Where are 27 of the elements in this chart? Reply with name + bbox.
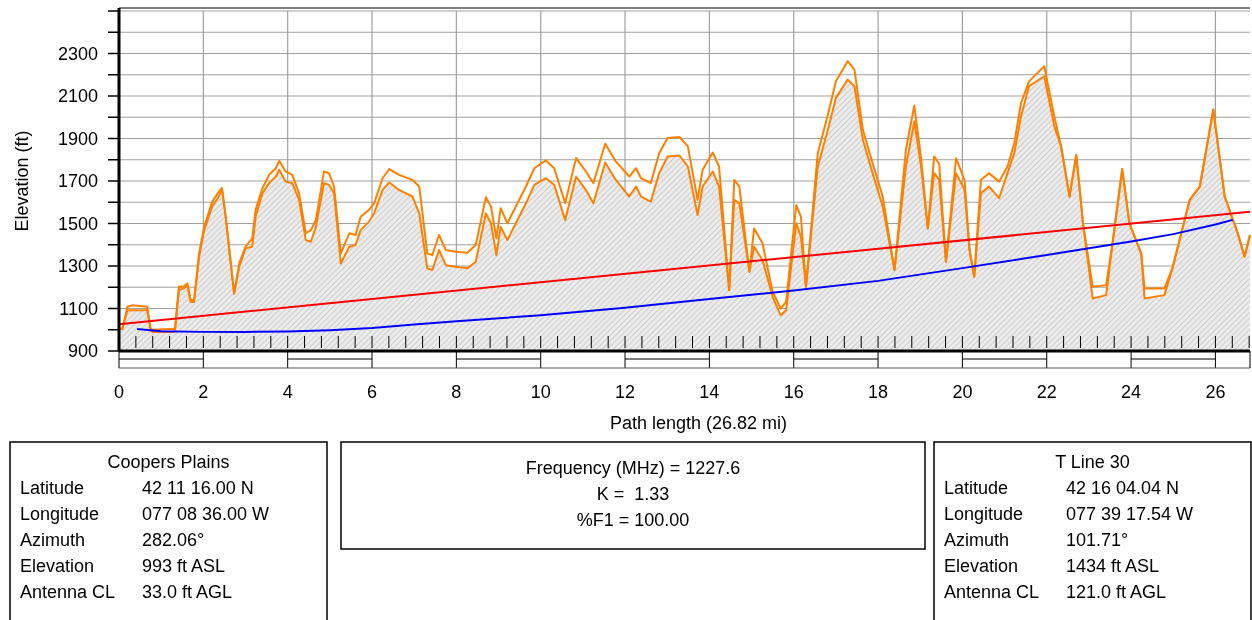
y-tick-label: 1300 — [57, 256, 98, 276]
x-tick-label: 14 — [699, 382, 720, 402]
y-tick-label: 2300 — [57, 43, 98, 64]
y-tick-label: 1500 — [57, 213, 98, 234]
x-tick-label: 26 — [1205, 382, 1226, 402]
x-tick-label: 22 — [1036, 382, 1057, 402]
x-tick-label: 8 — [451, 382, 462, 402]
x-tick-label: 20 — [952, 382, 973, 402]
x-tick-label: 4 — [282, 382, 293, 402]
y-tick-label: 900 — [67, 341, 98, 361]
y-tick-label: 1700 — [57, 171, 98, 191]
x-tick-label: 16 — [783, 382, 804, 402]
text: Frequency (MHz) = 1227.6 K = 1.33 %F1 = 100.00 — [525, 458, 741, 530]
y-tick-label: 2100 — [57, 86, 98, 106]
y-tick-label: 1900 — [57, 128, 98, 149]
x-tick-label: 12 — [615, 382, 636, 402]
x-tick-label: 2 — [198, 382, 209, 402]
x-tick-label: 0 — [113, 382, 125, 402]
x-tick-label: 18 — [868, 382, 889, 402]
x-tick-label: 6 — [367, 382, 378, 402]
y-tick-label: 1100 — [59, 298, 98, 319]
y-axis-title: Elevation (ft) — [12, 130, 32, 232]
text: Coopers Plains Latitude 42 11 16.00 N Longitude 077 08 36.00 W Azimuth 282.06° Elevation 993 ft ASL Antenna CL 33.0 ft AGL — [20, 452, 270, 602]
x-axis-title: Path length (26.82 mi) — [609, 413, 788, 433]
x-tick-label: 24 — [1121, 382, 1142, 402]
text: T Line 30 Latitude 42 16 04.04 N Longitude 077 39 17.54 W Azimuth 101.71° Elevation 1434 ft ASL Antenna CL 121.0 ft AGL — [944, 452, 1194, 602]
x-tick-label: 10 — [530, 382, 551, 402]
